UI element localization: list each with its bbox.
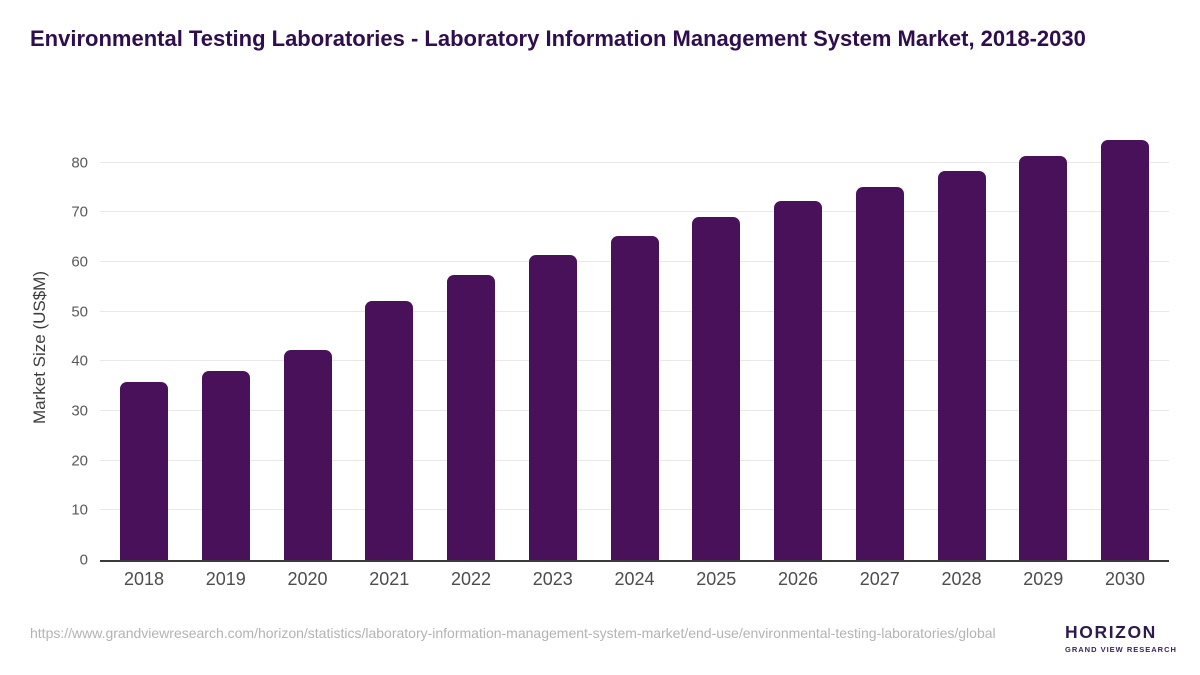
y-tick-label-60: 60 xyxy=(71,253,88,271)
bar-2030 xyxy=(1101,140,1149,560)
bar-2018 xyxy=(120,382,168,560)
bar-2028 xyxy=(937,171,986,560)
x-tick-label-2023: 2023 xyxy=(532,569,573,589)
x-tick-label-2025: 2025 xyxy=(696,569,737,589)
bar-2020 xyxy=(283,349,332,560)
chart-title: Environmental Testing Laboratories - Lab… xyxy=(30,26,1086,51)
bar-2021 xyxy=(365,301,414,560)
logo-tagline: GRAND VIEW RESEARCH xyxy=(1065,644,1177,654)
x-tick-label-2028: 2028 xyxy=(941,569,982,589)
bar-2029 xyxy=(1019,156,1068,560)
y-tick-label-20: 20 xyxy=(71,452,88,470)
bar-2026 xyxy=(774,201,822,560)
x-axis-labels: 2018 2019 2020 2021 2022 2023 2024 2025 2026 2027… xyxy=(100,569,1169,590)
gridline-70 xyxy=(100,211,1169,213)
bar-2024 xyxy=(610,236,659,560)
y-tick-label-70: 70 xyxy=(71,203,88,221)
y-tick-label-10: 10 xyxy=(71,501,88,519)
x-tick-label-2021: 2021 xyxy=(369,569,410,589)
y-tick-label-0: 0 xyxy=(79,551,88,569)
bar-2025 xyxy=(692,217,741,560)
y-tick-label-50: 50 xyxy=(71,303,88,321)
logo-brand-name: HORIZON xyxy=(1065,622,1157,643)
plot-area: 0 10 20 30 40 50 60 70 80 xyxy=(71,135,1169,569)
bars xyxy=(100,135,1169,560)
x-tick-label-2030: 2030 xyxy=(1104,569,1146,589)
y-tick-label-30: 30 xyxy=(71,402,88,420)
bar-2023 xyxy=(528,255,577,560)
horizon-logo: HORIZON GRAND VIEW RESEARCH xyxy=(1019,620,1177,657)
x-tick-label-2027: 2027 xyxy=(859,569,900,589)
y-axis-title: Market Size (US$M) xyxy=(28,135,52,560)
sun-icon xyxy=(1030,630,1045,639)
bar-2019 xyxy=(201,371,250,560)
y-tick-label-80: 80 xyxy=(71,154,88,172)
gridline-80 xyxy=(100,161,1169,163)
bar-2022 xyxy=(447,274,495,560)
x-tick-label-2024: 2024 xyxy=(614,569,655,589)
x-tick-label-2020: 2020 xyxy=(287,569,328,589)
bar-2027 xyxy=(855,187,904,560)
x-tick-label-2019: 2019 xyxy=(205,569,246,589)
logo-text: HORIZON GRAND VIEW RESEARCH xyxy=(1065,622,1177,654)
ripple-line-2 xyxy=(1033,646,1042,648)
x-tick-label-2022: 2022 xyxy=(450,569,492,589)
y-tick-label-40: 40 xyxy=(71,352,88,370)
x-tick-label-2029: 2029 xyxy=(1023,569,1064,589)
x-tick-label-2026: 2026 xyxy=(777,569,819,589)
x-tick-label-2018: 2018 xyxy=(123,569,165,589)
ripple-line-1 xyxy=(1031,642,1044,644)
horizon-logo-icon xyxy=(1019,620,1056,657)
y-axis-title-text: Market Size (US$M) xyxy=(30,270,49,425)
source-url: https://www.grandviewresearch.com/horizo… xyxy=(30,625,996,641)
